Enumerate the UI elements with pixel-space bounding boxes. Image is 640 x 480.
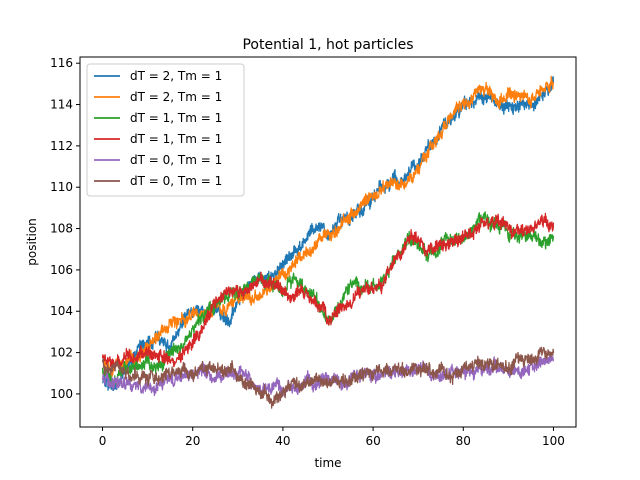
x-tick-label: 80 bbox=[456, 434, 471, 448]
x-axis: 0 20 40 60 80 100 bbox=[99, 427, 565, 448]
series-line bbox=[101, 212, 555, 369]
legend-entry: dT = 2, Tm = 1 bbox=[130, 90, 222, 104]
y-tick-label: 106 bbox=[50, 263, 73, 277]
y-axis-label: position bbox=[25, 218, 39, 266]
y-axis: 100 102 104 106 108 110 112 114 116 bbox=[50, 56, 80, 401]
legend-entry: dT = 1, Tm = 1 bbox=[130, 132, 222, 146]
y-tick-label: 112 bbox=[50, 139, 73, 153]
series-line bbox=[101, 211, 555, 387]
legend: dT = 2, Tm = 1 dT = 2, Tm = 1 dT = 1, Tm =… bbox=[86, 63, 245, 197]
y-tick-label: 100 bbox=[50, 387, 73, 401]
series-line bbox=[101, 75, 555, 379]
chart-title: Potential 1, hot particles bbox=[242, 37, 413, 53]
legend-entry: dT = 0, Tm = 1 bbox=[130, 153, 222, 167]
y-tick-label: 116 bbox=[50, 56, 73, 70]
legend-box bbox=[86, 63, 245, 197]
series-line bbox=[101, 346, 555, 409]
legend-entry: dT = 2, Tm = 1 bbox=[130, 69, 222, 83]
x-tick-label: 0 bbox=[99, 434, 107, 448]
x-tick-label: 100 bbox=[542, 434, 565, 448]
y-tick-label: 110 bbox=[50, 180, 73, 194]
x-tick-label: 40 bbox=[275, 434, 290, 448]
y-tick-label: 102 bbox=[50, 346, 73, 360]
legend-entry: dT = 1, Tm = 1 bbox=[130, 111, 222, 125]
y-tick-label: 114 bbox=[50, 98, 73, 112]
y-tick-label: 104 bbox=[50, 304, 73, 318]
x-tick-label: 60 bbox=[365, 434, 380, 448]
plot-frame bbox=[79, 56, 577, 428]
x-tick-label: 20 bbox=[185, 434, 200, 448]
legend-entry: dT = 0, Tm = 1 bbox=[130, 174, 222, 188]
series-layer bbox=[101, 75, 555, 409]
x-axis-label: time bbox=[314, 456, 341, 470]
y-tick-label: 108 bbox=[50, 222, 73, 236]
